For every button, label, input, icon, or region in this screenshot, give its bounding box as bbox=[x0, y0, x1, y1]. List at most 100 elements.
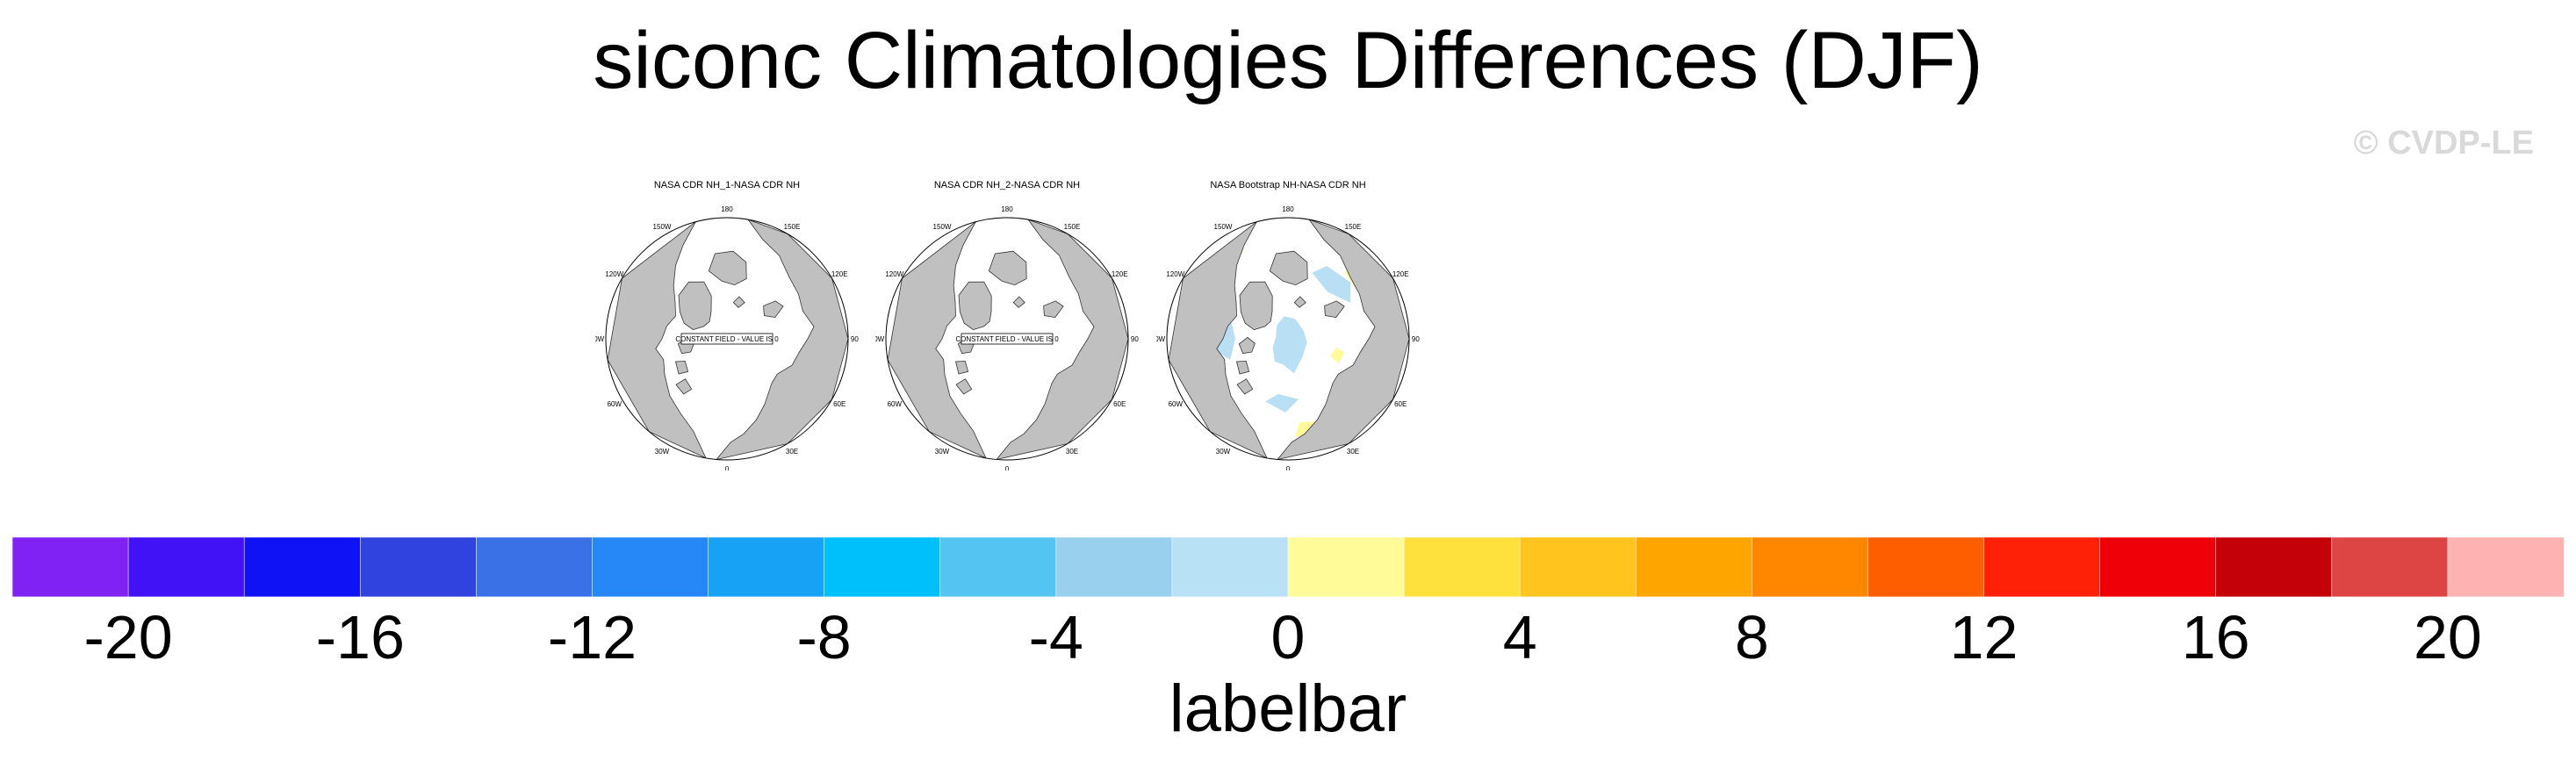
colorbar-box bbox=[2447, 536, 2565, 598]
land-mass bbox=[675, 378, 693, 395]
land-mass bbox=[1324, 300, 1345, 319]
longitude-label: 150W bbox=[933, 223, 952, 231]
longitude-label: 0 bbox=[1005, 465, 1010, 470]
longitude-label: 90W bbox=[875, 335, 885, 343]
land-mass bbox=[678, 281, 712, 331]
longitude-label: 180 bbox=[721, 205, 733, 213]
longitude-label: 120W bbox=[1166, 270, 1184, 278]
longitude-label: 120E bbox=[1392, 270, 1409, 278]
land-mass bbox=[955, 378, 973, 395]
longitude-label: 90E bbox=[1131, 335, 1139, 343]
land-mass bbox=[958, 281, 992, 331]
land-mass bbox=[1293, 296, 1306, 308]
longitude-label: 90E bbox=[851, 335, 859, 343]
colorbar-tick-label: 4 bbox=[1503, 603, 1537, 671]
colorbar-tick-label: -4 bbox=[1029, 603, 1083, 671]
polar-map-2: 180 150E 120E 90E 60E 30E 0 30W 60W 90W 120W 150W CO… bbox=[875, 205, 1139, 470]
land-mass bbox=[1269, 250, 1308, 286]
longitude-label: 120W bbox=[885, 270, 903, 278]
longitude-label: 90E bbox=[1412, 335, 1420, 343]
colorbar-box bbox=[1287, 536, 1405, 598]
longitude-label: 180 bbox=[1001, 205, 1013, 213]
constant-field-label: CONSTANT FIELD - VALUE IS 0 bbox=[675, 335, 779, 343]
panel-title: NASA CDR NH_1-NASA CDR NH bbox=[653, 180, 801, 190]
colorbar-box bbox=[359, 536, 478, 598]
negative-difference-region bbox=[1272, 316, 1307, 374]
longitude-label: 120E bbox=[1112, 270, 1128, 278]
longitude-label: 150W bbox=[653, 223, 672, 231]
negative-difference-region bbox=[1265, 394, 1299, 413]
watermark: © CVDP-LE bbox=[2353, 125, 2534, 162]
map-panel-3: NASA Bootstrap NH-NASA CDR NH 180 150E 120… bbox=[1156, 179, 1420, 470]
colorbar-tick-label: 16 bbox=[2182, 603, 2250, 671]
longitude-label: 150E bbox=[784, 223, 801, 231]
colorbar-tick-label: 12 bbox=[1950, 603, 2018, 671]
land-mass bbox=[988, 250, 1027, 286]
colorbar-tick-label: 20 bbox=[2414, 603, 2482, 671]
colorbar-box bbox=[708, 536, 825, 598]
land-mass bbox=[763, 300, 784, 319]
map-panel-2: NASA CDR NH_2-NASA CDR NH 180 150E 120E 90E… bbox=[875, 179, 1139, 470]
colorbar-box bbox=[2099, 536, 2217, 598]
longitude-label: 120E bbox=[831, 270, 848, 278]
land-mass bbox=[674, 360, 689, 375]
colorbar-tick-label: 0 bbox=[1271, 603, 1306, 671]
land-mass bbox=[708, 250, 747, 286]
longitude-label: 150E bbox=[1064, 223, 1081, 231]
panel-title: NASA Bootstrap NH-NASA CDR NH bbox=[1210, 180, 1366, 190]
longitude-label: 150W bbox=[1214, 223, 1233, 231]
colorbar-tick-label: -16 bbox=[316, 603, 405, 671]
map-border bbox=[605, 217, 849, 461]
longitude-label: 90W bbox=[1156, 335, 1166, 343]
land-mass bbox=[954, 360, 969, 375]
colorbar-box bbox=[1519, 536, 1637, 598]
land-mass bbox=[715, 219, 848, 460]
colorbar-box bbox=[1403, 536, 1521, 598]
map-panel-1: NASA CDR NH_1-NASA CDR NH 180 150E 120E 90E… bbox=[595, 179, 859, 470]
colorbar-tick-label: -20 bbox=[84, 603, 173, 671]
constant-field-box bbox=[961, 333, 1054, 345]
map-border bbox=[1166, 217, 1410, 461]
colorbar-box bbox=[243, 536, 362, 598]
colorbar-box bbox=[127, 536, 245, 598]
land-mass bbox=[732, 296, 745, 308]
longitude-label: 120W bbox=[605, 270, 623, 278]
colorbar-box bbox=[11, 536, 129, 598]
longitude-label: 150E bbox=[1345, 223, 1362, 231]
longitude-label: 60E bbox=[1113, 400, 1126, 408]
colorbar-box bbox=[592, 536, 709, 598]
colorbar-box bbox=[1055, 536, 1173, 598]
colorbar-box bbox=[2331, 536, 2449, 598]
longitude-label: 180 bbox=[1282, 205, 1294, 213]
colorbar-tick-label: -8 bbox=[796, 603, 851, 671]
land-mass bbox=[1012, 296, 1025, 308]
longitude-label: 30E bbox=[1066, 448, 1078, 456]
colorbar-tick-label: 8 bbox=[1735, 603, 1769, 671]
longitude-label: 60W bbox=[608, 400, 622, 408]
constant-field-label: CONSTANT FIELD - VALUE IS 0 bbox=[955, 335, 1059, 343]
land-mass bbox=[1276, 219, 1409, 460]
longitude-label: 0 bbox=[1286, 465, 1291, 470]
panel-title: NASA CDR NH_2-NASA CDR NH bbox=[933, 180, 1081, 190]
colorbar-box bbox=[2215, 536, 2333, 598]
constant-field-box bbox=[680, 333, 774, 345]
polar-map-3: 180 150E 120E 90E 60E 30E 0 30W 60W 90W 120W 150W bbox=[1156, 205, 1420, 470]
colorbar-box bbox=[1635, 536, 1753, 598]
land-mass bbox=[1239, 281, 1273, 331]
longitude-label: 0 bbox=[725, 465, 730, 470]
longitude-label: 30W bbox=[655, 448, 670, 456]
colorbar-tick-label: -12 bbox=[548, 603, 637, 671]
colorbar-box bbox=[1867, 536, 1985, 598]
colorbar-box bbox=[476, 536, 594, 598]
colorbar-title: labelbar bbox=[1169, 671, 1407, 746]
map-border bbox=[885, 217, 1129, 461]
longitude-label: 60W bbox=[1169, 400, 1184, 408]
colorbar: -20 -16 -12 -8 -4 0 4 8 12 16 20 labelbar bbox=[11, 536, 2565, 746]
longitude-label: 30W bbox=[1216, 448, 1231, 456]
land-mass bbox=[1235, 360, 1250, 375]
land-mass bbox=[1236, 378, 1254, 395]
negative-difference-region bbox=[1312, 266, 1351, 303]
land-mass bbox=[1043, 300, 1064, 319]
positive-difference-region bbox=[1330, 347, 1344, 364]
longitude-label: 60E bbox=[1394, 400, 1407, 408]
